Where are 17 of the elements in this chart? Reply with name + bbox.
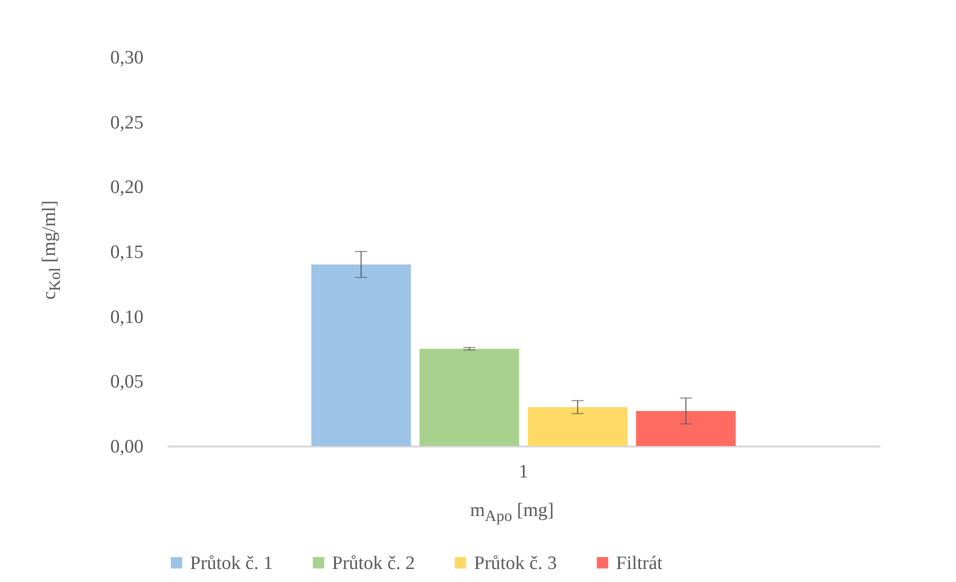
y-tick-label: 0,10	[110, 306, 144, 328]
legend-label: Průtok č. 1	[190, 552, 273, 574]
y-tick-label: 0,20	[110, 177, 144, 198]
bar	[636, 410, 736, 446]
y-tick-label: 0,15	[110, 242, 144, 263]
y-tick-label: 0,30	[110, 48, 144, 68]
bar	[420, 348, 520, 446]
x-tick-label: 1	[518, 462, 528, 482]
x-axis-title: m$_{Apo}$ [mg]	[470, 500, 554, 526]
legend-label: Filtrát	[616, 552, 664, 574]
bar	[528, 407, 628, 446]
y-tick-label: 0,00	[110, 436, 144, 458]
y-tick-label: 0,05	[110, 372, 144, 393]
y-tick-label: 0,25	[110, 112, 144, 134]
legend-label: Průtok č. 3	[474, 552, 557, 574]
bar	[311, 264, 411, 446]
legend-label: Průtok č. 2	[332, 552, 415, 574]
